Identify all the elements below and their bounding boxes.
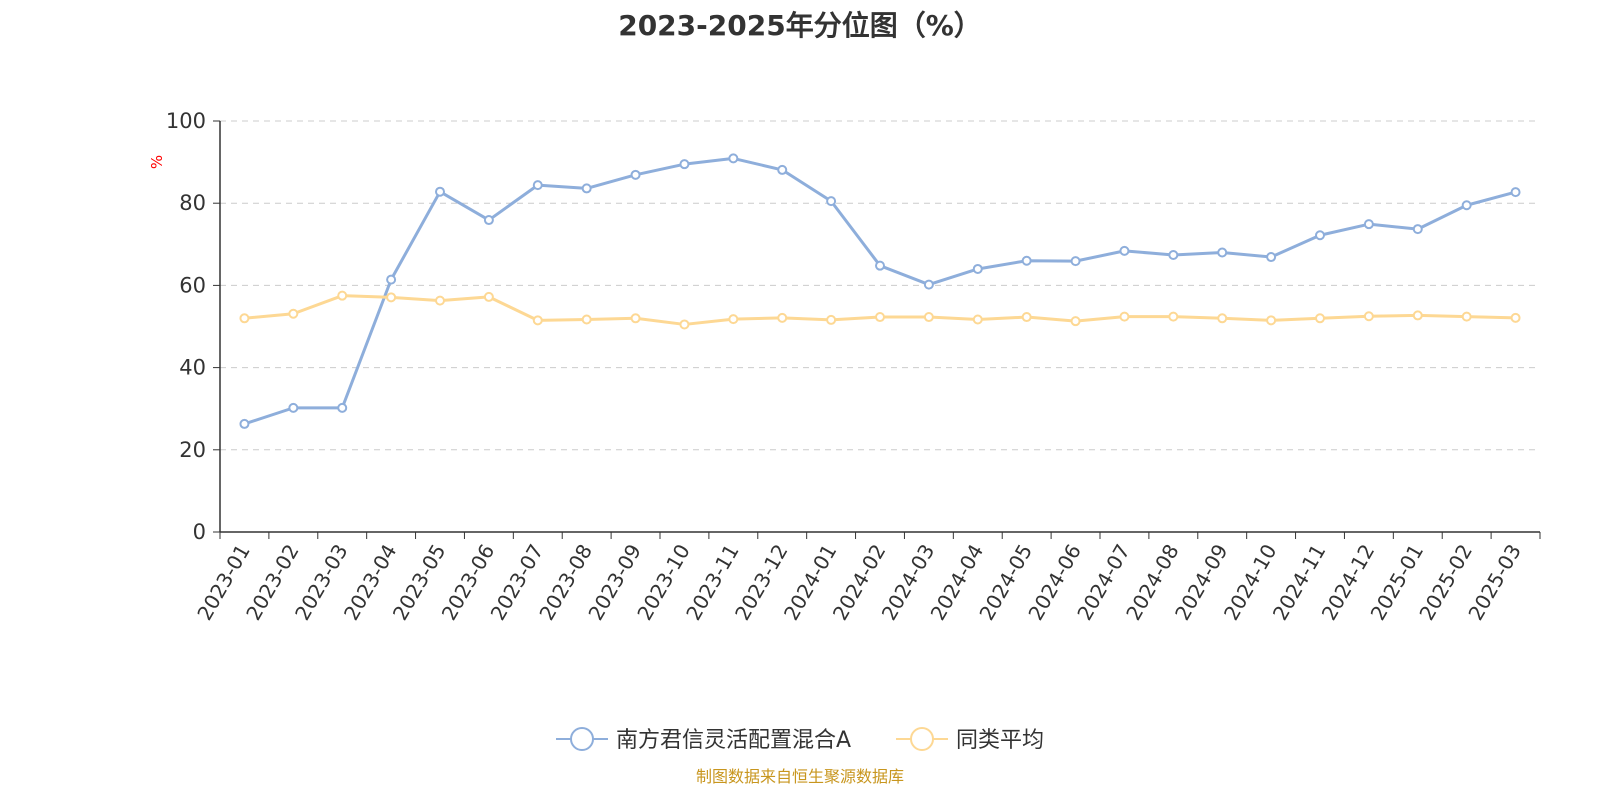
- data-point[interactable]: [875, 312, 885, 323]
- data-point[interactable]: [288, 308, 299, 319]
- data-point[interactable]: [1217, 247, 1228, 258]
- data-point[interactable]: [337, 290, 348, 301]
- data-point[interactable]: [777, 312, 788, 323]
- data-point[interactable]: [826, 314, 837, 325]
- data-point[interactable]: [1363, 311, 1374, 322]
- chart-title: 2023-2025年分位图（%）: [618, 9, 982, 42]
- data-point[interactable]: [826, 196, 837, 207]
- y-tick-label: 20: [179, 438, 206, 462]
- data-point[interactable]: [1412, 224, 1423, 235]
- data-point[interactable]: [1168, 311, 1179, 322]
- data-point[interactable]: [1070, 256, 1081, 267]
- series-line-0[interactable]: [243, 156, 1516, 426]
- data-point[interactable]: [1363, 219, 1374, 230]
- data-point[interactable]: [679, 319, 690, 330]
- data-point[interactable]: [972, 263, 983, 274]
- y-axis-label: %: [148, 155, 166, 169]
- data-point[interactable]: [630, 313, 641, 324]
- data-point[interactable]: [1119, 311, 1130, 322]
- y-tick-label: 40: [179, 356, 206, 380]
- data-point[interactable]: [435, 295, 445, 306]
- y-tick-label: 80: [179, 191, 206, 215]
- data-point[interactable]: [728, 153, 739, 164]
- data-point[interactable]: [630, 169, 641, 180]
- data-point[interactable]: [1021, 255, 1032, 266]
- data-point[interactable]: [1168, 249, 1179, 260]
- data-point[interactable]: [1461, 311, 1472, 322]
- data-point[interactable]: [581, 314, 592, 325]
- data-point[interactable]: [728, 314, 739, 325]
- data-point[interactable]: [288, 402, 299, 413]
- legend-label: 同类平均: [956, 728, 1044, 753]
- data-point[interactable]: [679, 159, 690, 170]
- data-point[interactable]: [239, 418, 250, 429]
- data-point[interactable]: [875, 260, 885, 271]
- data-point[interactable]: [1315, 230, 1325, 241]
- legend-circle-icon: [570, 727, 594, 751]
- data-point[interactable]: [1070, 316, 1081, 327]
- data-point[interactable]: [532, 315, 543, 326]
- data-point[interactable]: [923, 312, 934, 323]
- data-point[interactable]: [972, 314, 983, 325]
- legend-circle-icon: [910, 727, 934, 751]
- source-note: 制图数据来自恒生聚源数据库: [695, 767, 904, 786]
- data-point[interactable]: [923, 279, 934, 290]
- data-point[interactable]: [1510, 312, 1521, 323]
- y-tick-label: 100: [166, 109, 206, 133]
- data-point[interactable]: [1217, 313, 1228, 324]
- data-point[interactable]: [239, 313, 250, 324]
- series-lines: [239, 153, 1521, 429]
- data-point[interactable]: [777, 164, 788, 175]
- data-point[interactable]: [337, 402, 348, 413]
- legend-item-1[interactable]: 同类平均: [896, 727, 1044, 753]
- data-point[interactable]: [386, 274, 397, 285]
- legend-item-0[interactable]: 南方君信灵活配置混合A: [556, 727, 851, 753]
- data-point[interactable]: [483, 291, 494, 302]
- data-point[interactable]: [1315, 313, 1325, 324]
- legend[interactable]: 南方君信灵活配置混合A 同类平均: [556, 727, 1044, 753]
- data-point[interactable]: [386, 292, 397, 303]
- y-tick-label: 0: [193, 520, 206, 544]
- data-point[interactable]: [1510, 187, 1521, 198]
- data-point[interactable]: [1119, 245, 1130, 256]
- y-tick-label: 60: [179, 273, 206, 297]
- data-point[interactable]: [1412, 310, 1423, 321]
- data-point[interactable]: [532, 180, 543, 191]
- data-point[interactable]: [581, 183, 592, 194]
- data-point[interactable]: [1266, 315, 1277, 326]
- data-point[interactable]: [1266, 252, 1277, 263]
- grid-lines: [220, 120, 1540, 451]
- data-point[interactable]: [483, 215, 494, 226]
- legend-label: 南方君信灵活配置混合A: [616, 728, 851, 753]
- data-point[interactable]: [435, 186, 445, 197]
- data-point[interactable]: [1461, 200, 1472, 211]
- data-point[interactable]: [1021, 312, 1032, 323]
